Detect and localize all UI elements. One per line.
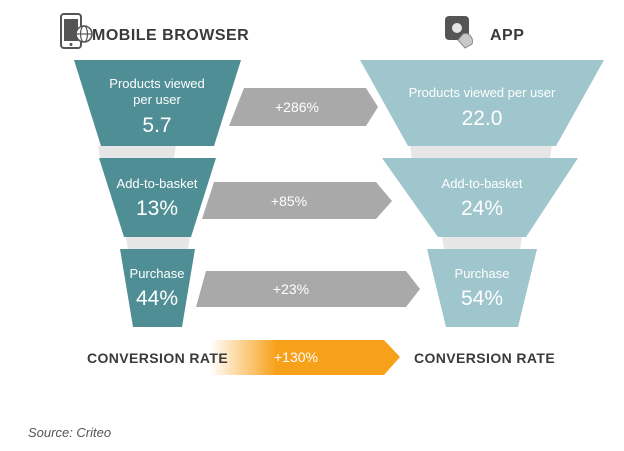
browser-neck-2 xyxy=(126,237,190,249)
browser-stage-3-label: Purchase xyxy=(130,266,185,281)
browser-stage-1-label-line-1: Products viewed xyxy=(109,76,204,91)
browser-stage-2-value: 13% xyxy=(136,197,178,220)
app-neck-2 xyxy=(442,237,522,249)
change-label-1: +286% xyxy=(275,99,319,115)
right-title: APP xyxy=(490,27,525,44)
app-stage-2-value: 24% xyxy=(461,197,503,220)
app-stage-3 xyxy=(427,249,537,327)
smartphone-globe-icon xyxy=(60,13,93,49)
browser-stage-3 xyxy=(120,249,195,327)
change-arrow-2 xyxy=(202,182,392,219)
app-stage-1-value: 22.0 xyxy=(462,107,503,130)
app-stage-3-label: Purchase xyxy=(455,266,510,281)
app-stage-3-value: 54% xyxy=(461,287,503,310)
app-tap-icon xyxy=(445,16,473,49)
conversion-arrow xyxy=(210,340,400,375)
browser-stage-2 xyxy=(99,158,216,237)
change-label-3: +23% xyxy=(273,281,309,297)
right-footer-label: CONVERSION RATE xyxy=(414,350,556,366)
app-stage-2-label: Add-to-basket xyxy=(442,176,523,191)
left-title: MOBILE BROWSER xyxy=(92,27,250,44)
browser-stage-1 xyxy=(74,60,241,146)
browser-neck-1 xyxy=(98,146,176,158)
app-stage-1-label: Products viewed per user xyxy=(409,85,556,100)
change-label-2: +85% xyxy=(271,193,307,209)
left-footer-label: CONVERSION RATE xyxy=(87,350,229,366)
change-arrow-1 xyxy=(229,88,378,126)
app-stage-1 xyxy=(360,60,604,146)
app-neck-1 xyxy=(410,146,552,158)
browser-stage-3-value: 44% xyxy=(136,287,178,310)
conversion-change-label: +130% xyxy=(274,349,318,365)
app-stage-2 xyxy=(382,158,578,237)
browser-stage-1-label-line-2: per user xyxy=(133,92,181,107)
change-arrow-3 xyxy=(196,271,420,307)
browser-stage-1-value: 5.7 xyxy=(142,114,171,137)
browser-stage-2-label: Add-to-basket xyxy=(117,176,198,191)
source-note: Source: Criteo xyxy=(28,425,112,440)
